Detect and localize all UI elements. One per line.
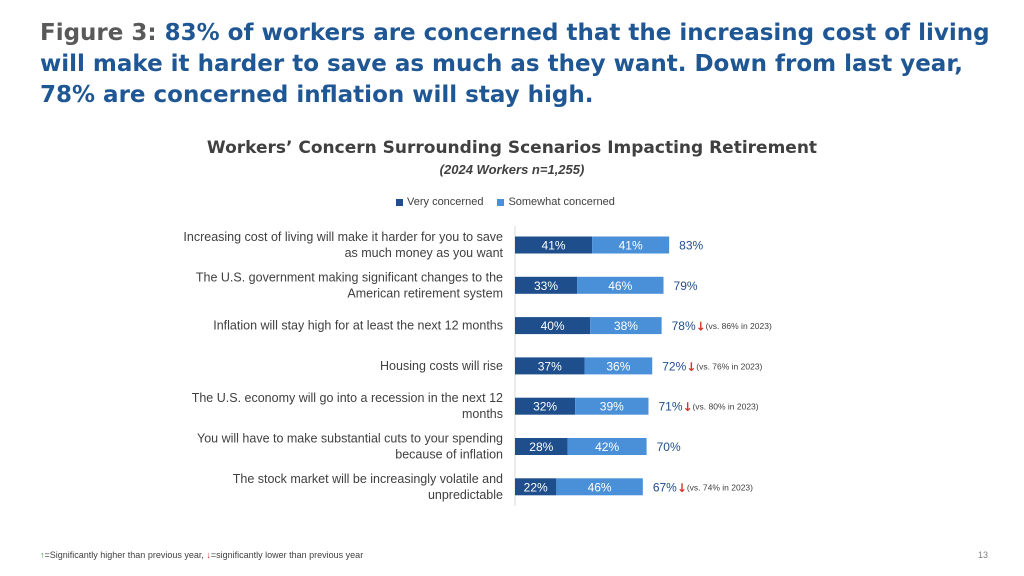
bar-data-label: 22%	[524, 480, 548, 494]
category-label: The U.S. economy will go into a recessio…	[192, 391, 503, 421]
down-arrow-icon: ↓	[686, 360, 696, 374]
total-label: 83%	[679, 239, 703, 253]
category-label-line: American retirement system	[347, 286, 503, 300]
bar-data-label: 36%	[606, 359, 630, 373]
bar-data-label: 46%	[588, 480, 612, 494]
category-label-line: unpredictable	[428, 488, 503, 502]
legend-label-very-concerned: Very concerned	[407, 196, 484, 208]
legend-label-somewhat-concerned: Somewhat concerned	[508, 196, 615, 208]
bar-data-label: 40%	[541, 319, 565, 333]
bar-data-label: 37%	[538, 359, 562, 373]
bar-somewhat-concerned	[567, 438, 647, 455]
figure-heading: Figure 3: 83% of workers are concerned t…	[40, 18, 1000, 111]
category-label: Inflation will stay high for at least th…	[213, 319, 503, 333]
comparison-label: (vs. 76% in 2023)	[696, 361, 762, 371]
total-label: 70%	[657, 440, 681, 454]
chart-title: Workers’ Concern Surrounding Scenarios I…	[206, 138, 818, 158]
comparison-label: (vs. 74% in 2023)	[687, 482, 753, 492]
bar-data-label: 39%	[600, 400, 624, 414]
bar-very-concerned	[515, 478, 557, 496]
category-label-line: as much money as you want	[345, 246, 504, 260]
down-arrow-icon: ↓	[677, 481, 687, 495]
figure-headline: 83% of workers are concerned that the in…	[40, 20, 990, 108]
bar-somewhat-concerned	[556, 478, 643, 496]
bar-somewhat-concerned	[584, 357, 653, 375]
footnote-up-text: =Significantly higher than previous year…	[44, 550, 207, 560]
bar-very-concerned	[515, 357, 585, 375]
total-label: 79%	[674, 279, 698, 293]
category-label-line: months	[462, 407, 503, 421]
category-label-line: The U.S. economy will go into a recessio…	[192, 391, 503, 405]
legend-swatch-very-concerned	[396, 198, 403, 206]
bar-data-label: 33%	[534, 279, 558, 293]
category-label: You will have to make substantial cuts t…	[197, 432, 503, 462]
category-label-line: Inflation will stay high for at least th…	[213, 319, 503, 333]
bar-data-label: 28%	[529, 440, 553, 454]
bar-somewhat-concerned	[590, 317, 662, 335]
bar-very-concerned	[515, 317, 591, 335]
bar-data-label: 32%	[533, 400, 557, 414]
figure-label: Figure 3:	[40, 20, 157, 46]
comparison-label: (vs. 80% in 2023)	[692, 402, 758, 412]
category-label-line: Housing costs will rise	[380, 359, 503, 373]
chart-legend: Very concerned Somewhat concerned	[396, 196, 615, 208]
bar-very-concerned	[515, 236, 593, 254]
down-arrow-icon: ↓	[696, 320, 706, 334]
bar-data-label: 41%	[619, 239, 643, 253]
legend-item-somewhat-concerned: Somewhat concerned	[497, 196, 615, 208]
comparison-label: (vs. 86% in 2023)	[706, 321, 772, 331]
category-label: Increasing cost of living will make it h…	[183, 230, 503, 260]
footnote-down-text: =significantly lower than previous year	[210, 550, 364, 560]
total-label: 78%	[672, 319, 696, 333]
total-label: 71%	[658, 400, 682, 414]
bar-data-label: 38%	[614, 319, 638, 333]
chart-subtitle: (2024 Workers n=1,255)	[439, 162, 585, 177]
down-arrow-icon: ↓	[206, 550, 211, 560]
up-arrow-icon: ↑	[40, 550, 45, 560]
category-label-line: You will have to make substantial cuts t…	[197, 432, 503, 446]
legend-item-very-concerned: Very concerned	[396, 196, 483, 208]
total-label: 72%	[662, 359, 686, 373]
bar-very-concerned	[515, 276, 578, 294]
category-label-line: The U.S. government making significant c…	[196, 270, 503, 284]
legend-swatch-somewhat-concerned	[497, 198, 505, 206]
page-number: 13	[977, 550, 988, 560]
bar-data-label: 41%	[542, 239, 566, 253]
bar-very-concerned	[515, 438, 568, 455]
bar-data-label: 46%	[608, 279, 632, 293]
down-arrow-icon: ↓	[682, 400, 692, 414]
category-label-line: Increasing cost of living will make it h…	[183, 230, 503, 244]
total-label: 67%	[653, 480, 677, 494]
bar-somewhat-concerned	[577, 276, 664, 294]
category-label: The U.S. government making significant c…	[196, 270, 503, 300]
category-label: The stock market will be increasingly vo…	[233, 472, 503, 502]
bar-data-label: 42%	[595, 440, 619, 454]
category-label: Housing costs will rise	[380, 359, 503, 373]
bar-somewhat-concerned	[575, 397, 649, 415]
bar-very-concerned	[515, 397, 576, 415]
bar-somewhat-concerned	[592, 236, 670, 254]
category-label-line: because of inflation	[395, 448, 503, 462]
category-label-line: The stock market will be increasingly vo…	[233, 472, 503, 486]
footnote: ↑=Significantly higher than previous yea…	[40, 550, 363, 560]
